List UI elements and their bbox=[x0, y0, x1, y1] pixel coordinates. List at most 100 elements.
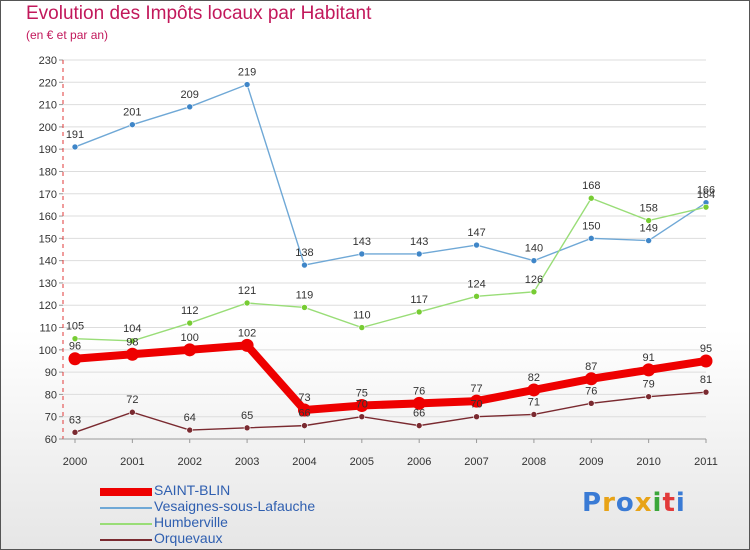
point-orquevaux bbox=[530, 411, 538, 418]
point-vesaignes-sous-lafauche bbox=[301, 261, 308, 269]
data-label-humberville: 168 bbox=[582, 180, 600, 192]
x-tick-label: 2000 bbox=[63, 456, 87, 468]
data-label-vesaignes-sous-lafauche: 147 bbox=[467, 227, 485, 239]
data-label-vesaignes-sous-lafauche: 149 bbox=[639, 223, 657, 235]
data-label-humberville: 126 bbox=[525, 274, 543, 286]
y-tick-label: 180 bbox=[39, 166, 57, 178]
logo-letter: t bbox=[662, 488, 676, 518]
point-saint-blin bbox=[527, 383, 541, 397]
point-humberville bbox=[473, 293, 480, 300]
data-label-saint-blin: 87 bbox=[585, 361, 597, 373]
point-humberville bbox=[530, 288, 538, 296]
data-label-saint-blin: 102 bbox=[238, 327, 256, 339]
point-vesaignes-sous-lafauche bbox=[243, 81, 251, 88]
point-humberville bbox=[243, 299, 251, 307]
point-vesaignes-sous-lafauche bbox=[645, 237, 652, 244]
x-tick-label: 2002 bbox=[177, 456, 201, 468]
legend-swatch bbox=[100, 539, 152, 541]
y-tick-label: 80 bbox=[45, 389, 57, 401]
point-vesaignes-sous-lafauche bbox=[186, 103, 194, 111]
y-tick-label: 210 bbox=[39, 100, 57, 112]
chart-title: Evolution des Impôts locaux par Habitant bbox=[26, 3, 372, 24]
data-label-saint-blin: 98 bbox=[126, 336, 138, 348]
data-label-vesaignes-sous-lafauche: 143 bbox=[353, 236, 371, 248]
point-humberville bbox=[702, 203, 710, 211]
data-label-orquevaux: 64 bbox=[184, 412, 196, 424]
data-label-saint-blin: 76 bbox=[413, 385, 425, 397]
y-tick-label: 230 bbox=[39, 55, 57, 67]
data-label-vesaignes-sous-lafauche: 166 bbox=[697, 185, 715, 197]
data-label-humberville: 117 bbox=[410, 294, 428, 306]
series-line-saint-blin bbox=[71, 341, 710, 415]
y-tick-label: 70 bbox=[45, 412, 57, 424]
y-tick-label: 150 bbox=[39, 233, 57, 245]
data-label-humberville: 104 bbox=[123, 323, 141, 335]
series-line-humberville bbox=[74, 197, 707, 342]
data-labels: 191 201 209 219 138 143 143 147 140 150 149 166 105 1… bbox=[66, 67, 715, 427]
point-vesaignes-sous-lafauche bbox=[473, 241, 480, 249]
data-label-orquevaux: 66 bbox=[413, 408, 425, 420]
data-label-saint-blin: 82 bbox=[528, 372, 540, 384]
y-tick-label: 170 bbox=[39, 189, 57, 201]
data-label-orquevaux: 81 bbox=[700, 374, 712, 386]
data-label-orquevaux: 66 bbox=[298, 408, 310, 420]
point-saint-blin bbox=[355, 399, 369, 413]
point-saint-blin bbox=[642, 363, 656, 377]
y-tick-label: 60 bbox=[45, 434, 57, 446]
point-saint-blin bbox=[412, 396, 426, 410]
point-orquevaux bbox=[243, 424, 251, 432]
x-tick-label: 2004 bbox=[292, 456, 316, 468]
data-label-humberville: 158 bbox=[639, 203, 657, 215]
point-orquevaux bbox=[71, 429, 79, 436]
x-tick-label: 2003 bbox=[235, 456, 259, 468]
point-saint-blin bbox=[125, 347, 139, 361]
point-saint-blin bbox=[470, 394, 484, 408]
point-orquevaux bbox=[186, 426, 194, 434]
data-label-orquevaux: 76 bbox=[585, 385, 597, 397]
point-humberville bbox=[645, 217, 652, 224]
point-humberville bbox=[129, 337, 136, 345]
legend-label: Humberville bbox=[154, 514, 228, 530]
data-label-humberville: 105 bbox=[66, 321, 84, 333]
x-tick-label: 2009 bbox=[579, 456, 603, 468]
data-label-orquevaux: 72 bbox=[126, 394, 138, 406]
data-label-saint-blin: 96 bbox=[69, 341, 81, 353]
legend-swatch bbox=[100, 523, 152, 525]
point-saint-blin bbox=[699, 354, 713, 368]
legend-swatch bbox=[100, 488, 152, 496]
chart-subtitle: (en € et par an) bbox=[26, 28, 109, 42]
point-humberville bbox=[186, 319, 194, 327]
logo-letter: i bbox=[652, 488, 663, 518]
data-label-saint-blin: 77 bbox=[470, 383, 482, 395]
point-vesaignes-sous-lafauche bbox=[129, 121, 136, 128]
data-label-vesaignes-sous-lafauche: 201 bbox=[123, 107, 141, 119]
point-humberville bbox=[415, 308, 423, 316]
point-orquevaux bbox=[301, 422, 308, 429]
point-saint-blin bbox=[297, 403, 311, 417]
y-tick-label: 110 bbox=[39, 323, 57, 335]
data-label-saint-blin: 95 bbox=[700, 343, 712, 355]
data-label-vesaignes-sous-lafauche: 140 bbox=[525, 243, 543, 255]
series-lines bbox=[68, 81, 713, 436]
logo-letter: x bbox=[634, 488, 653, 518]
x-tick-label: 2001 bbox=[120, 456, 144, 468]
y-tick-label: 190 bbox=[39, 144, 57, 156]
y-tick-label: 100 bbox=[39, 345, 57, 357]
legend-label: Vesaignes-sous-Lafauche bbox=[154, 498, 316, 514]
point-saint-blin bbox=[240, 338, 254, 352]
point-humberville bbox=[587, 194, 595, 202]
point-orquevaux bbox=[415, 422, 423, 429]
y-tick-label: 90 bbox=[45, 367, 57, 379]
point-saint-blin bbox=[584, 372, 598, 386]
data-label-orquevaux: 79 bbox=[643, 379, 655, 391]
data-label-humberville: 112 bbox=[181, 305, 199, 317]
data-label-humberville: 121 bbox=[238, 285, 256, 297]
data-label-humberville: 110 bbox=[353, 310, 371, 322]
point-vesaignes-sous-lafauche bbox=[530, 257, 538, 264]
data-label-vesaignes-sous-lafauche: 191 bbox=[66, 129, 84, 141]
data-label-humberville: 119 bbox=[296, 289, 314, 301]
logo-letter: r bbox=[602, 488, 616, 518]
data-label-saint-blin: 75 bbox=[356, 388, 368, 400]
point-vesaignes-sous-lafauche bbox=[415, 250, 423, 258]
